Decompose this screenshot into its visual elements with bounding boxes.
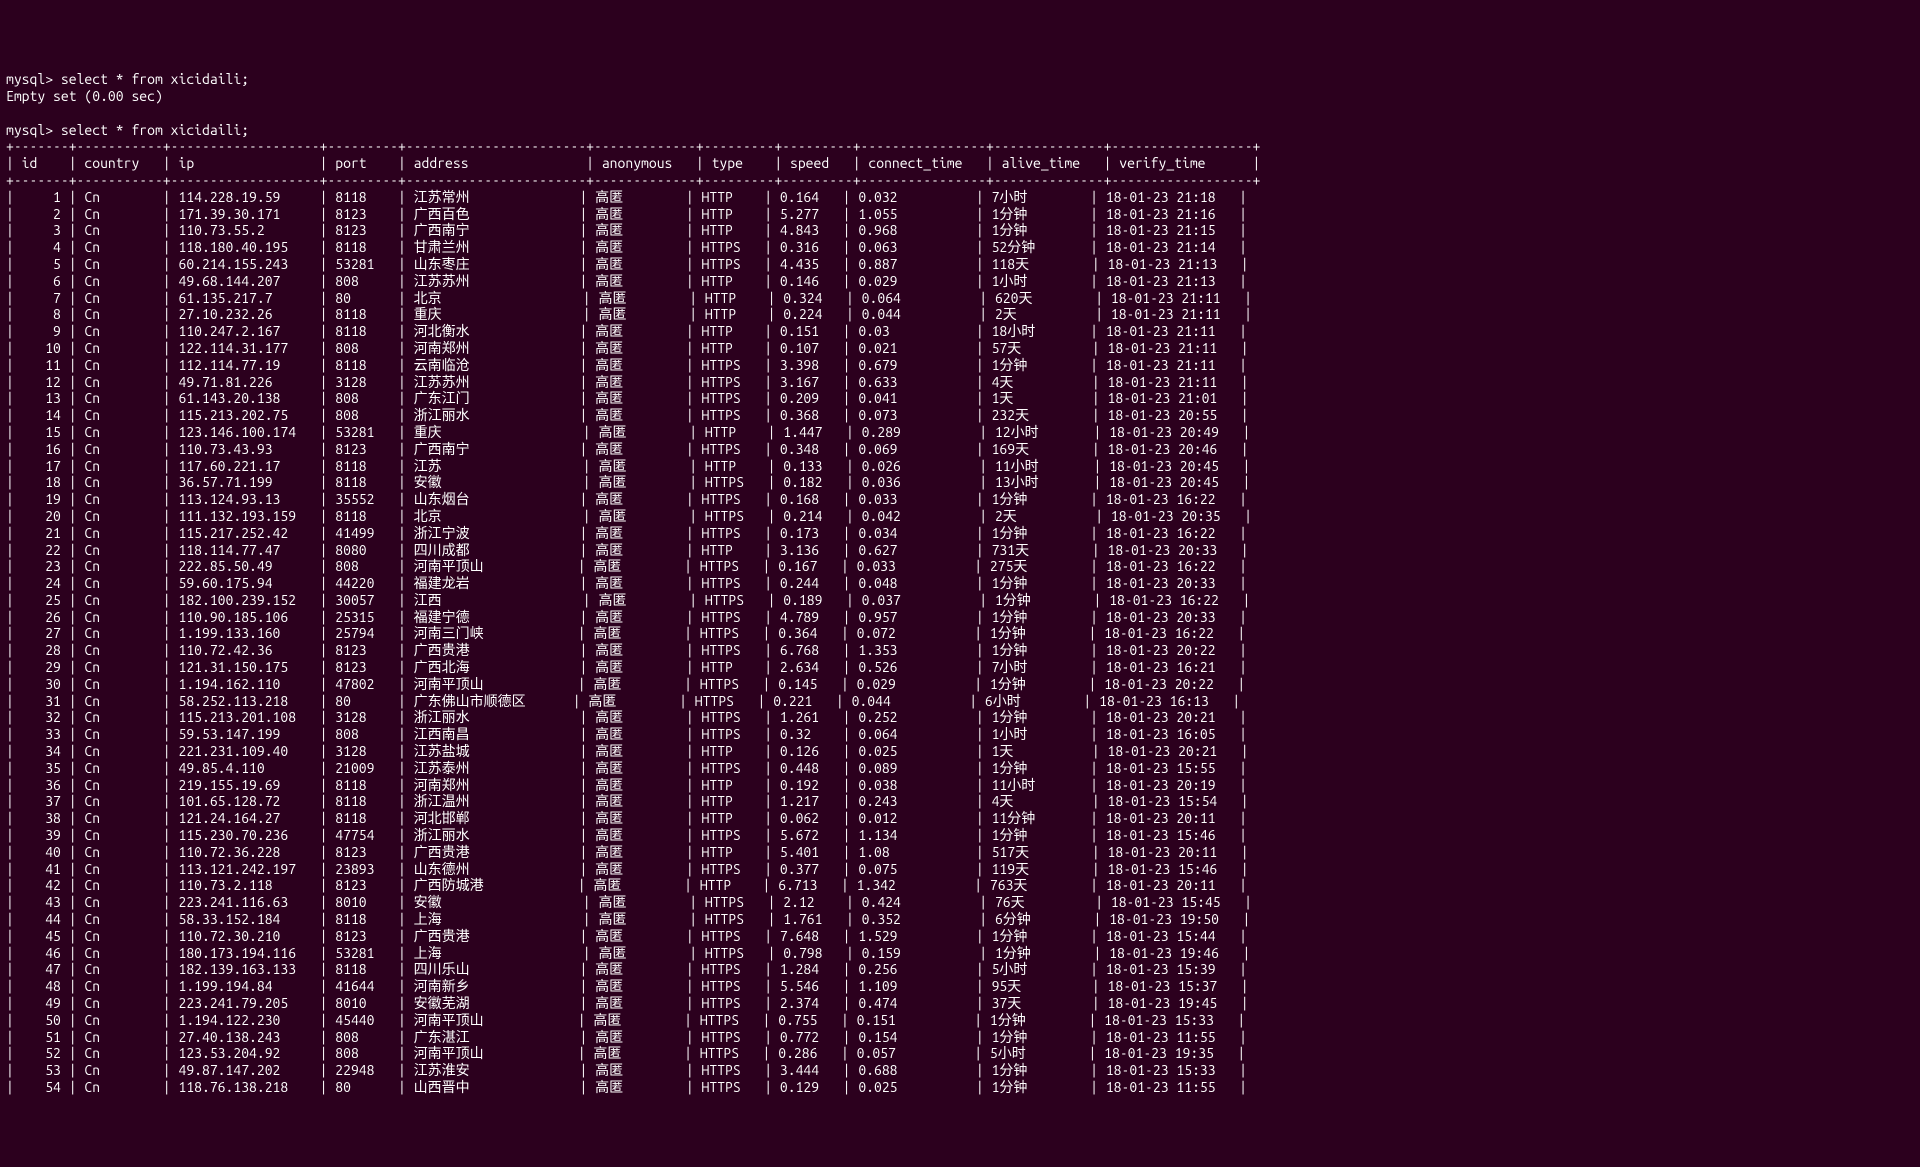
query-text: select * from xicidaili; [61,71,249,87]
result-line-1: Empty set (0.00 sec) [6,88,163,104]
mysql-prompt: mysql> [6,71,53,87]
query-text: select * from xicidaili; [61,122,249,138]
prompt-line-2: mysql> select * from xicidaili; [6,122,249,138]
prompt-line-1: mysql> select * from xicidaili; [6,71,249,87]
mysql-prompt: mysql> [6,122,53,138]
terminal-output: mysql> select * from xicidaili; Empty se… [0,67,1920,1100]
query-result-table: +-------+-----------+-------------------… [6,138,1260,1095]
